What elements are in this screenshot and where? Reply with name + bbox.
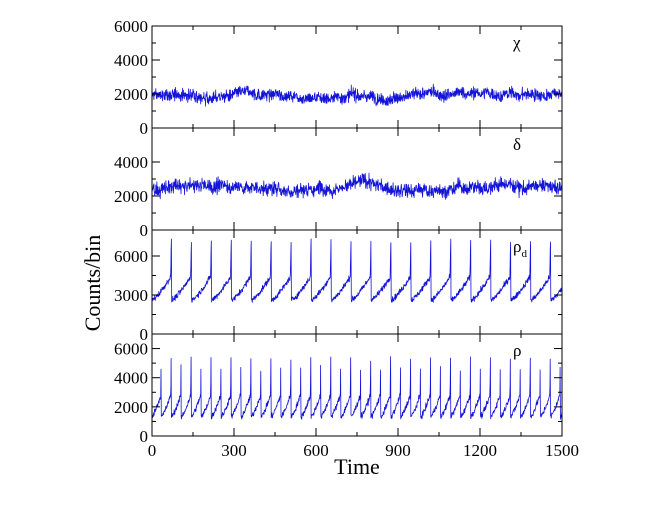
- y-tick-label-delta: 2000: [114, 187, 148, 206]
- panel-label-sub-rho_d: d: [521, 248, 527, 260]
- y-tick-label-chi: 4000: [114, 51, 148, 70]
- panel-delta: 0 2000 4000 δ: [114, 127, 563, 240]
- x-tick-label: 600: [303, 441, 329, 460]
- x-axis: 0 300 600 900 1200 1500: [148, 441, 579, 460]
- y-tick-label-rho: 6000: [114, 340, 148, 359]
- series-line-chi: [151, 83, 563, 107]
- x-tick-label: 1500: [545, 441, 579, 460]
- panels-group: 0200040006000χ020004000δ030006000ρd02000…: [114, 17, 563, 446]
- y-tick-label-delta: 0: [140, 221, 149, 240]
- y-tick-label-rho: 0: [140, 427, 149, 446]
- panel-label-rho_d: ρd: [513, 237, 527, 260]
- y-tick-label-chi: 2000: [114, 85, 148, 104]
- series-line-rho_d: [151, 238, 563, 303]
- panel-label-chi: χ: [512, 33, 521, 52]
- panel-label-delta: δ: [513, 135, 521, 154]
- panel-frame-chi: [151, 25, 563, 129]
- y-tick-label-chi: 6000: [114, 17, 148, 36]
- y-tick-label-rho: 4000: [114, 369, 148, 388]
- x-tick-label: 900: [385, 441, 411, 460]
- y-tick-label-delta: 4000: [114, 153, 148, 172]
- y-tick-label-rho_d: 3000: [114, 286, 148, 305]
- series-line-delta: [151, 172, 563, 200]
- panel-rho_d: 0 3000 6000 ρd: [114, 229, 563, 344]
- y-tick-label-rho_d: 6000: [114, 247, 148, 266]
- x-tick-label: 300: [221, 441, 247, 460]
- x-tick-label: 0: [148, 441, 157, 460]
- panel-label-rho: ρ: [513, 341, 521, 360]
- y-axis-title: Counts/bin: [80, 235, 105, 332]
- panel-rho: 0 2000 4000 6000 ρ: [114, 333, 563, 446]
- panel-chi: 0 2000 4000 6000 χ: [114, 17, 563, 138]
- x-tick-label: 1200: [463, 441, 497, 460]
- series-line-rho: [151, 356, 563, 420]
- y-tick-label-rho: 2000: [114, 398, 148, 417]
- panel-frame-rho_d: [151, 229, 563, 335]
- x-axis-title: Time: [334, 454, 380, 479]
- y-tick-label-chi: 0: [140, 119, 149, 138]
- y-tick-label-rho_d: 0: [140, 325, 149, 344]
